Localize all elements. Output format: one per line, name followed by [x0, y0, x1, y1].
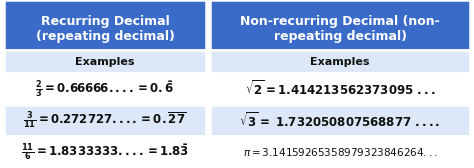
- Text: (repeating decimal): (repeating decimal): [36, 30, 174, 43]
- FancyBboxPatch shape: [4, 0, 206, 50]
- FancyBboxPatch shape: [210, 73, 470, 105]
- Text: Recurring Decimal: Recurring Decimal: [41, 15, 169, 28]
- Text: $\mathbf{\sqrt{3} =\ 1.732050807568877\ ....}$: $\mathbf{\sqrt{3} =\ 1.732050807568877\ …: [239, 111, 441, 130]
- FancyBboxPatch shape: [210, 105, 470, 136]
- Text: $\mathbf{\frac{3}{11} = 0.272727.... = 0.\overline{27}}$: $\mathbf{\frac{3}{11} = 0.272727.... = 0…: [23, 110, 187, 131]
- Text: Examples: Examples: [75, 57, 135, 67]
- Text: repeating decimal): repeating decimal): [273, 30, 407, 43]
- FancyBboxPatch shape: [210, 50, 470, 73]
- Text: Examples: Examples: [310, 57, 370, 67]
- Text: $\mathbf{\sqrt{2} = 1.414213562373095\ ...}$: $\mathbf{\sqrt{2} = 1.414213562373095\ .…: [245, 79, 435, 98]
- FancyBboxPatch shape: [210, 136, 470, 168]
- FancyBboxPatch shape: [4, 50, 206, 73]
- FancyBboxPatch shape: [4, 73, 206, 105]
- Text: $\mathbf{\frac{11}{6} = 1.8333333.... = 1.8\bar{3}}$: $\mathbf{\frac{11}{6} = 1.8333333.... = …: [21, 141, 189, 163]
- FancyBboxPatch shape: [4, 105, 206, 136]
- FancyBboxPatch shape: [4, 136, 206, 168]
- Text: Non-recurring Decimal (non-: Non-recurring Decimal (non-: [240, 15, 440, 28]
- Text: $\mathbf{\frac{2}{3} = 0.66666.... = 0.\bar{6}}$: $\mathbf{\frac{2}{3} = 0.66666.... = 0.\…: [36, 78, 174, 100]
- FancyBboxPatch shape: [210, 0, 470, 50]
- Text: $\mathit{\pi = 3.14159265358979323846264...}$: $\mathit{\pi = 3.14159265358979323846264…: [243, 146, 438, 158]
